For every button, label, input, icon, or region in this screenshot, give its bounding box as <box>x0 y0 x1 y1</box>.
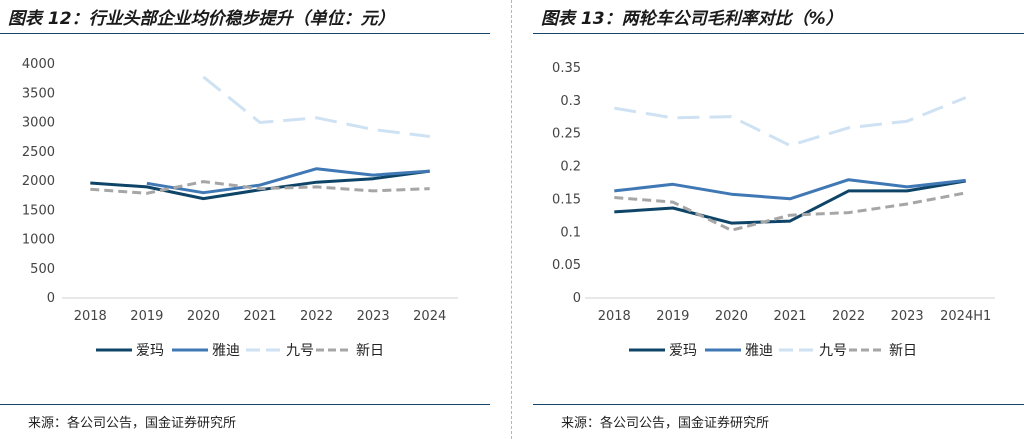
x-tick-label: 2018 <box>74 309 107 324</box>
chart-title: 图表 13：两轮车公司毛利率对比（%） <box>541 9 843 29</box>
source-note: 来源：各公司公告，国金证券研究所 <box>561 416 770 431</box>
price-line-chart: 0 500 1000 1500 2000 2500 3000 3500 4000 2018 2019… <box>22 57 458 359</box>
series-line-ninebot <box>614 96 967 147</box>
legend-label-aima: 爱玛 <box>669 343 697 359</box>
y-tick-label: 0.25 <box>552 127 581 142</box>
source-note: 来源：各公司公告，国金证券研究所 <box>28 416 237 431</box>
series-line-yadea <box>146 167 430 195</box>
y-tick-label: 0 <box>47 291 55 306</box>
title-rule <box>533 33 1024 34</box>
chart-title: 图表 12：行业头部企业均价稳步提升（单位：元） <box>8 9 395 29</box>
y-tick-label: 2000 <box>22 174 55 189</box>
y-tick-label: 0.05 <box>552 258 581 273</box>
legend-label-ninebot: 九号 <box>286 343 314 359</box>
x-tick-label: 2018 <box>598 309 631 324</box>
y-tick-label: 0.35 <box>552 61 581 76</box>
x-tick-label: 2023 <box>357 309 390 324</box>
margin-chart-panel: 图表 13：两轮车公司毛利率对比（%） 0 0.05 0.1 0.15 0.2 0.25 0… <box>533 0 1024 439</box>
series-line-sunra <box>614 191 966 232</box>
y-tick-label: 3500 <box>22 86 55 101</box>
y-tick-label: 1500 <box>22 203 55 218</box>
source-rule <box>0 404 490 405</box>
y-tick-label: 4000 <box>22 57 55 72</box>
x-tick-label: 2019 <box>130 309 163 324</box>
x-tick-label: 2023 <box>891 309 924 324</box>
series-line-sunra <box>90 180 430 195</box>
panel-divider <box>511 0 512 439</box>
y-tick-label: 0.15 <box>552 192 581 207</box>
x-tick-label: 2024 <box>413 309 446 324</box>
series-line-ninebot <box>202 75 430 138</box>
y-tick-label: 2500 <box>22 145 55 160</box>
series-line-yadea <box>614 178 966 201</box>
source-rule <box>533 404 1024 405</box>
series-line-aima <box>614 179 966 225</box>
legend-label-yadea: 雅迪 <box>745 343 773 359</box>
price-chart-panel: 图表 12：行业头部企业均价稳步提升（单位：元） 0 500 1000 1500 200… <box>0 0 490 439</box>
y-tick-label: 0.1 <box>560 225 581 240</box>
x-tick-label: 2019 <box>656 309 689 324</box>
y-tick-label: 0.3 <box>560 94 581 109</box>
legend-label-yadea: 雅迪 <box>212 343 240 359</box>
legend-label-ninebot: 九号 <box>819 343 847 359</box>
margin-line-chart: 0 0.05 0.1 0.15 0.2 0.25 0.3 0.35 2018 2019 2020 20… <box>552 61 995 359</box>
y-tick-label: 0.2 <box>560 160 581 175</box>
y-tick-label: 0 <box>573 291 581 306</box>
x-tick-label: 2022 <box>300 309 333 324</box>
legend-label-sunra: 新日 <box>889 343 917 359</box>
x-tick-label: 2020 <box>187 309 220 324</box>
x-tick-label: 2020 <box>715 309 748 324</box>
x-tick-label: 2022 <box>832 309 865 324</box>
legend-label-aima: 爱玛 <box>136 343 164 359</box>
y-tick-label: 500 <box>30 262 55 277</box>
y-tick-label: 1000 <box>22 233 55 248</box>
title-rule <box>0 33 490 34</box>
x-tick-label: 2021 <box>773 309 806 324</box>
y-tick-label: 3000 <box>22 116 55 131</box>
x-tick-label: 2024H1 <box>940 309 991 324</box>
legend-label-sunra: 新日 <box>356 343 384 359</box>
x-tick-label: 2021 <box>243 309 276 324</box>
